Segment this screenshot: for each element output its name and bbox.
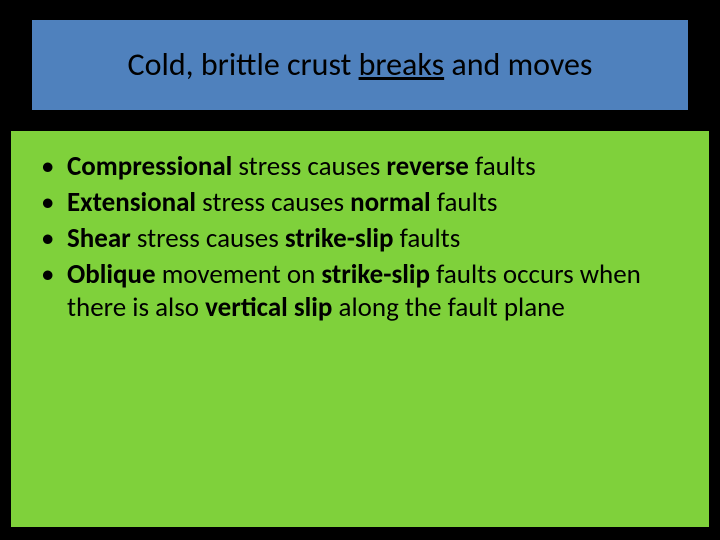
text-run: Compressional [67,150,232,183]
text-run: faults [431,186,498,219]
text-run: stress causes [196,186,350,219]
content-box: Compressional stress causes reverse faul… [10,130,710,528]
title-part-before: Cold, brittle crust [128,45,359,84]
text-run: strike-slip [285,222,394,255]
list-item: Shear stress causes strike-slip faults [41,223,679,256]
list-item: Extensional stress causes normal faults [41,187,679,220]
text-run: Oblique [67,258,156,291]
text-run: vertical slip [205,291,332,324]
bullet-list: Compressional stress causes reverse faul… [41,151,679,325]
text-run: stress causes [232,150,386,183]
text-run: Shear [67,222,131,255]
text-run: faults [394,222,461,255]
text-run: normal [350,186,431,219]
title-part-underlined: breaks [359,45,445,84]
slide-title: Cold, brittle crust breaks and moves [128,47,593,82]
text-run: faults [469,150,536,183]
title-box: Cold, brittle crust breaks and moves [30,18,690,112]
text-run: stress causes [131,222,285,255]
text-run: along the fault plane [332,291,564,324]
text-run: reverse [386,150,469,183]
list-item: Compressional stress causes reverse faul… [41,151,679,184]
text-run: strike-slip [321,258,430,291]
text-run: movement on [156,258,322,291]
title-part-after: and moves [444,45,592,84]
text-run: Extensional [67,186,196,219]
list-item: Oblique movement on strike-slip faults o… [41,259,679,325]
